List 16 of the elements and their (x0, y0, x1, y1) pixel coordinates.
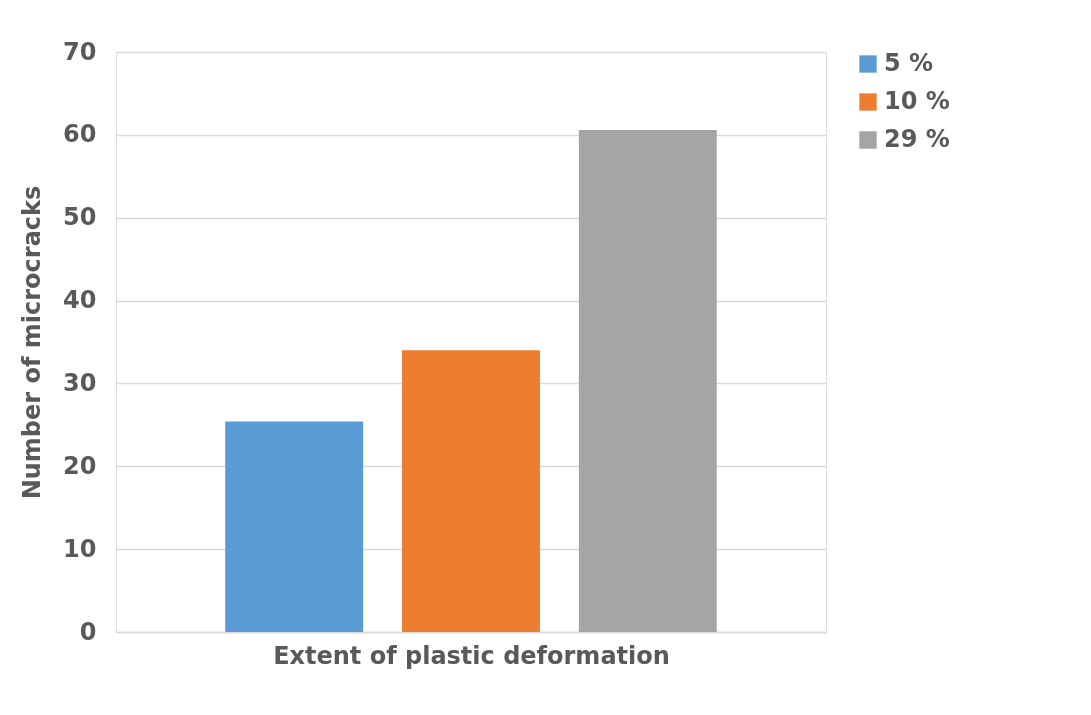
bar (402, 350, 540, 632)
y-tick-label: 70 (63, 37, 97, 66)
bar (225, 421, 364, 632)
x-axis-title: Extent of plastic deformation (273, 641, 670, 670)
y-tick-label: 40 (63, 286, 97, 315)
legend-label: 29 % (884, 125, 950, 153)
legend-label: 10 % (884, 87, 950, 115)
y-tick-label: 30 (63, 368, 97, 397)
y-tick-label: 60 (63, 120, 97, 149)
bar (578, 129, 717, 632)
y-tick-label: 10 (63, 534, 97, 563)
legend-label: 5 % (884, 49, 934, 77)
y-tick-label: 50 (63, 203, 97, 232)
y-tick-label: 20 (63, 451, 97, 480)
y-axis-title: Number of microcracks (18, 185, 47, 500)
y-tick-label: 0 (79, 617, 97, 646)
